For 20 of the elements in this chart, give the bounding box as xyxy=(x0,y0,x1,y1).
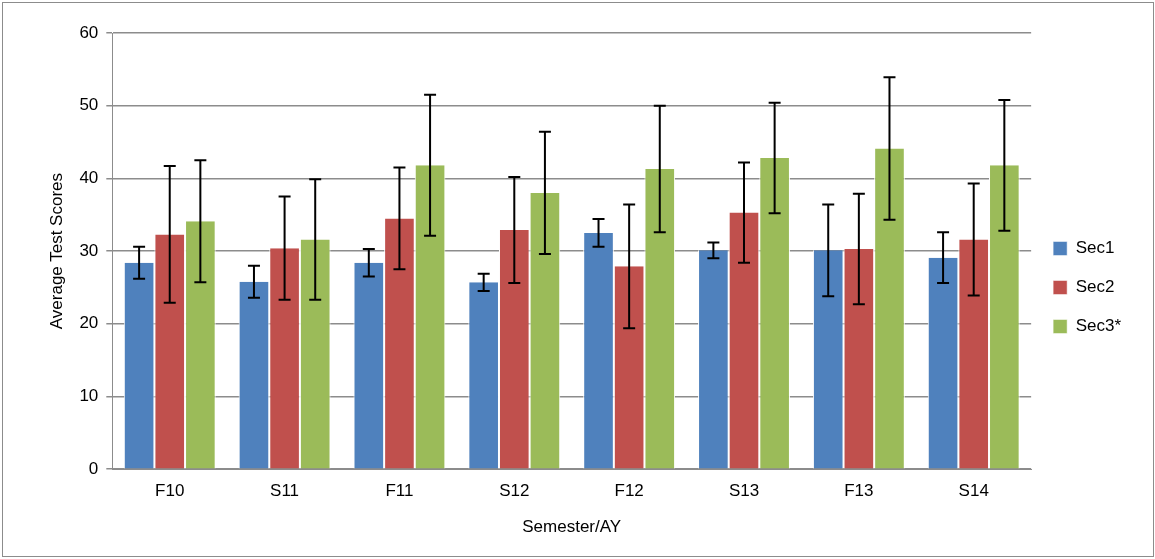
x-tick-label: F11 xyxy=(385,481,414,501)
y-tick-label: 10 xyxy=(79,386,99,406)
x-tick-label: F13 xyxy=(844,481,874,501)
y-tick-label: 20 xyxy=(79,313,99,333)
x-tick-label: S14 xyxy=(958,481,989,501)
x-tick-label: S11 xyxy=(270,481,300,501)
x-tick-label: S13 xyxy=(728,481,760,501)
y-tick-label: 60 xyxy=(79,22,99,42)
x-tick-label: S12 xyxy=(499,481,530,501)
y-axis-title: Average Test Scores xyxy=(46,172,66,330)
legend-label: Sec2 xyxy=(1075,277,1115,297)
legend-label: Sec3* xyxy=(1075,316,1122,336)
legend-label: Sec1 xyxy=(1075,238,1115,258)
x-axis-title: Semester/AY xyxy=(522,517,622,537)
x-tick-label: F12 xyxy=(614,481,644,501)
y-tick-label: 50 xyxy=(79,95,99,115)
y-tick-label: 0 xyxy=(88,458,99,478)
y-tick-label: 40 xyxy=(79,168,99,188)
y-tick-label: 30 xyxy=(79,240,99,260)
x-tick-label: F10 xyxy=(155,481,185,501)
